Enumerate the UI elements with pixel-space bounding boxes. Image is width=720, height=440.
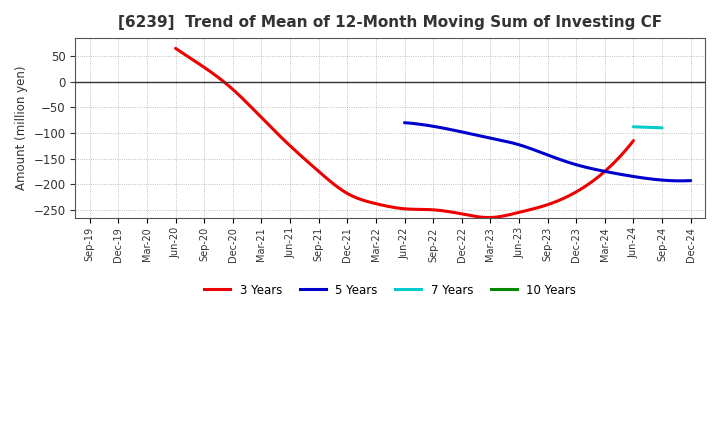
- Title: [6239]  Trend of Mean of 12-Month Moving Sum of Investing CF: [6239] Trend of Mean of 12-Month Moving …: [118, 15, 662, 30]
- Y-axis label: Amount (million yen): Amount (million yen): [15, 66, 28, 190]
- Legend: 3 Years, 5 Years, 7 Years, 10 Years: 3 Years, 5 Years, 7 Years, 10 Years: [199, 279, 581, 301]
